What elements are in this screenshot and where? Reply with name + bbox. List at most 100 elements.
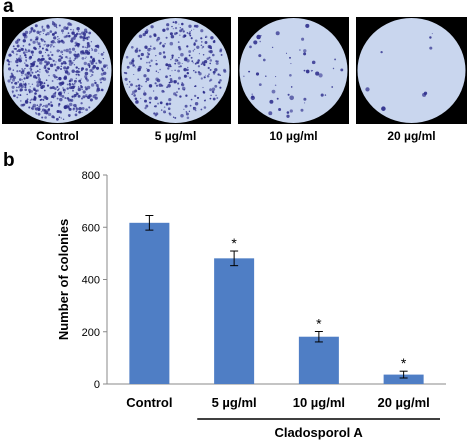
colony — [18, 78, 22, 81]
colony — [75, 91, 78, 94]
colony — [77, 43, 81, 46]
colony — [66, 68, 68, 70]
colony — [320, 93, 324, 97]
colony — [71, 80, 73, 82]
colony — [36, 70, 39, 73]
colony — [15, 59, 19, 64]
well-image-20 — [356, 17, 467, 124]
colony — [31, 105, 35, 109]
colony — [23, 77, 26, 80]
colony — [100, 67, 104, 71]
colony — [92, 65, 97, 69]
colony — [289, 95, 294, 101]
colony — [135, 100, 139, 104]
colony — [51, 53, 54, 57]
colony — [161, 84, 164, 87]
colony — [48, 74, 50, 77]
colony — [25, 59, 27, 61]
colony — [90, 61, 94, 65]
colony — [71, 47, 76, 51]
colony — [40, 85, 44, 90]
colony — [80, 78, 82, 80]
colony — [219, 86, 222, 89]
colony — [54, 69, 57, 71]
colony — [38, 105, 41, 108]
colony — [190, 37, 193, 40]
colony — [189, 104, 192, 107]
colony — [196, 96, 200, 99]
colony — [77, 73, 81, 77]
colony — [16, 58, 18, 60]
colony — [249, 45, 252, 49]
colony — [75, 70, 79, 74]
colony — [96, 89, 100, 93]
colony — [47, 112, 52, 117]
colony — [84, 86, 87, 89]
colony — [37, 107, 39, 109]
colony — [64, 70, 69, 74]
colony — [68, 115, 71, 117]
colony — [19, 94, 22, 97]
colony — [39, 98, 42, 102]
colony — [164, 43, 166, 45]
colony — [47, 108, 51, 111]
colony — [80, 69, 83, 72]
colony — [169, 79, 173, 84]
colony — [40, 38, 44, 42]
colony — [152, 90, 155, 92]
colony — [73, 82, 76, 85]
colony — [200, 63, 203, 65]
colony — [56, 49, 60, 53]
colony — [194, 39, 198, 43]
colony — [157, 102, 160, 105]
colony — [183, 108, 185, 110]
colony — [87, 38, 89, 41]
colony — [73, 53, 76, 56]
colony — [140, 97, 142, 100]
colony — [145, 77, 150, 81]
colony — [181, 28, 184, 31]
colony — [80, 84, 82, 87]
colony — [303, 97, 307, 101]
colony — [90, 83, 95, 87]
colony — [146, 28, 148, 31]
colony — [41, 47, 44, 50]
colony — [58, 37, 60, 40]
colony — [143, 92, 147, 96]
colony — [290, 63, 292, 65]
colony — [173, 80, 177, 84]
colony — [189, 31, 191, 33]
x-tick-label: 10 µg/ml — [293, 395, 345, 410]
colony — [258, 83, 262, 86]
colony — [75, 66, 78, 69]
colony — [33, 95, 36, 98]
colony — [73, 59, 75, 62]
colony — [13, 94, 16, 98]
colony — [303, 52, 307, 56]
colony — [193, 43, 196, 46]
colony — [45, 63, 49, 66]
colony — [56, 97, 59, 100]
colony — [37, 42, 41, 46]
colony — [194, 62, 197, 65]
colony — [38, 76, 41, 79]
colony — [37, 107, 41, 111]
colony — [147, 53, 151, 56]
colony — [68, 59, 72, 63]
colony — [24, 73, 27, 76]
colony — [136, 47, 139, 50]
colony — [38, 45, 42, 48]
colony — [59, 110, 62, 114]
colony — [197, 59, 200, 62]
colony — [55, 61, 57, 63]
colony — [91, 73, 94, 77]
colony — [128, 81, 131, 83]
colony — [166, 86, 169, 89]
colony — [180, 83, 183, 86]
colony — [180, 113, 184, 118]
colony — [29, 74, 32, 77]
colony — [12, 69, 15, 71]
colony — [217, 81, 221, 84]
colony — [39, 103, 42, 106]
colony — [42, 32, 44, 34]
